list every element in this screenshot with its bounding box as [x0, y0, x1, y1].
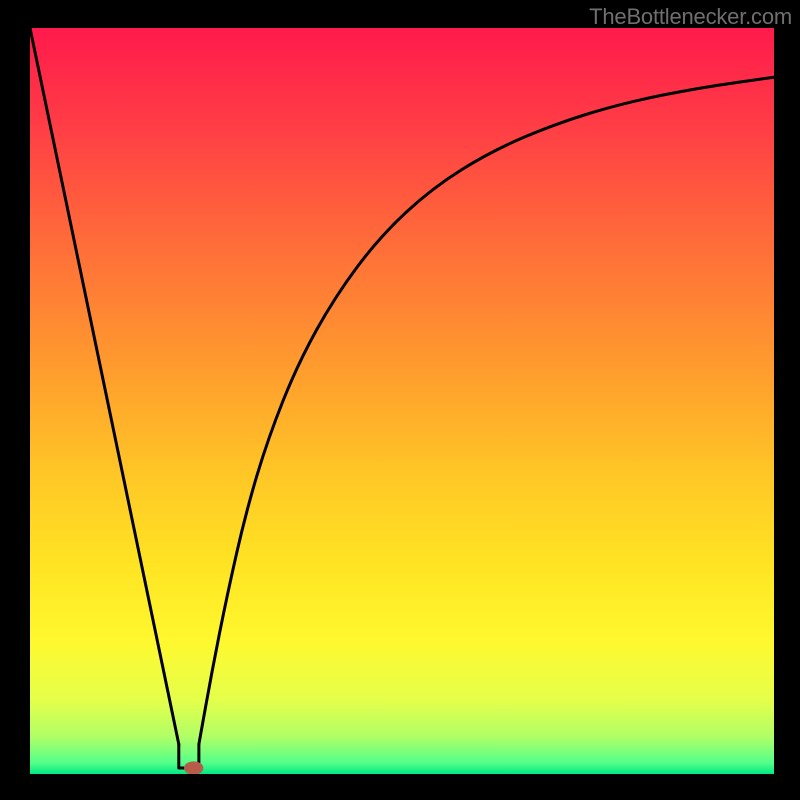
plot-area	[30, 28, 774, 774]
bottleneck-marker	[184, 761, 203, 774]
curve-right-rise	[199, 77, 774, 744]
chart-frame: TheBottlenecker.com	[0, 0, 800, 800]
curve-svg	[30, 28, 774, 774]
curve-left-descent	[30, 28, 179, 744]
watermark-text: TheBottlenecker.com	[589, 4, 792, 30]
